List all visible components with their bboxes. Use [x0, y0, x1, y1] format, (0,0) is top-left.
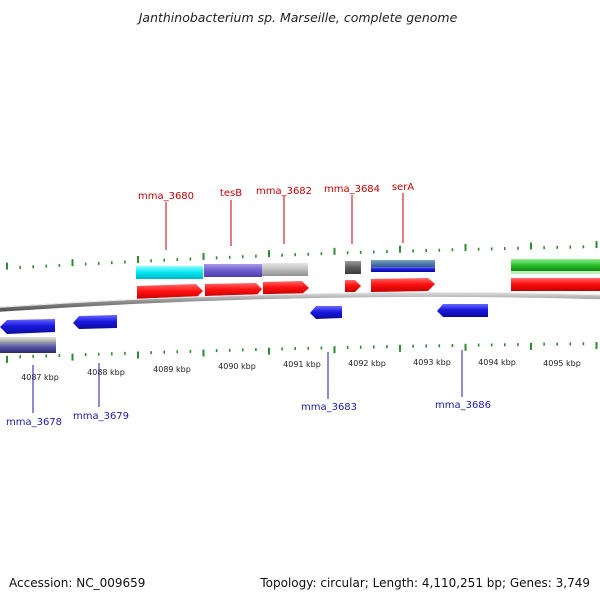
cds-arrow-mma-3678[interactable]: [0, 319, 55, 334]
reverse-cds-track: [0, 304, 488, 334]
accession-text: Accession: NC_009659: [9, 576, 146, 590]
outer-tick-ring: [6, 241, 598, 270]
cds-arrow-mma-3684[interactable]: [345, 280, 361, 292]
reverse-gene-labels: mma_3678 mma_3679 mma_3683 mma_3686: [6, 350, 491, 428]
cds-arrow-mma-3679[interactable]: [73, 315, 117, 329]
tick-label-4091: 4091 kbp: [283, 360, 321, 369]
cds-arrow-sera[interactable]: [371, 278, 435, 292]
tick-label-4087: 4087 kbp: [21, 373, 59, 382]
cog-feature-dark[interactable]: [345, 261, 361, 274]
forward-cds-track: [137, 278, 600, 300]
tick-label-4090: 4090 kbp: [218, 362, 256, 371]
backbone-highlight: [0, 291, 600, 308]
cds-arrow-mma-3680[interactable]: [137, 284, 203, 300]
gene-label-mma-3678[interactable]: mma_3678: [6, 417, 62, 428]
cog-feature-purple[interactable]: [204, 264, 262, 277]
cog-feature-cyan[interactable]: [136, 266, 203, 279]
gene-label-mma-3680[interactable]: mma_3680: [138, 191, 194, 202]
tick-label-4088: 4088 kbp: [87, 368, 125, 377]
cds-arrow-mma-3686[interactable]: [437, 304, 488, 317]
gene-label-mma-3684[interactable]: mma_3684: [324, 184, 380, 195]
genome-summary-text: Topology: circular; Length: 4,110,251 bp…: [260, 576, 590, 590]
cog-feature-green-strip[interactable]: [511, 271, 600, 274]
cog-feature-blue-strip[interactable]: [371, 267, 435, 272]
map-title: Janthinobacterium sp. Marseille, complet…: [136, 10, 458, 25]
cog-feature-green[interactable]: [511, 259, 600, 271]
cds-arrow-mma-3683[interactable]: [310, 306, 342, 319]
cds-arrow-tesb[interactable]: [205, 283, 262, 297]
gene-label-sera[interactable]: serA: [392, 182, 414, 193]
kbp-tick-labels: 4087 kbp 4088 kbp 4089 kbp 4090 kbp 4091…: [21, 358, 581, 382]
cds-arrow-right-edge[interactable]: [511, 278, 600, 291]
forward-gene-labels: mma_3680 tesB mma_3682 mma_3684 serA: [138, 182, 414, 250]
cds-arrow-mma-3682[interactable]: [263, 281, 309, 295]
tick-label-4093: 4093 kbp: [413, 358, 451, 367]
cog-feature-indigo-left[interactable]: [0, 343, 56, 353]
tick-label-4095: 4095 kbp: [543, 359, 581, 368]
cog-feature-track: [0, 259, 600, 353]
gene-label-mma-3683[interactable]: mma_3683: [301, 402, 357, 413]
genome-backbone: [0, 291, 600, 312]
tick-label-4089: 4089 kbp: [153, 365, 191, 374]
gene-label-mma-3679[interactable]: mma_3679: [73, 411, 129, 422]
tick-label-4092: 4092 kbp: [348, 359, 386, 368]
gene-label-mma-3686[interactable]: mma_3686: [435, 400, 491, 411]
cog-feature-silver-left[interactable]: [0, 337, 56, 343]
inner-tick-ring: [6, 342, 598, 363]
tick-label-4094: 4094 kbp: [478, 358, 516, 367]
cog-feature-steel[interactable]: [371, 260, 435, 268]
gene-label-tesb[interactable]: tesB: [220, 188, 242, 199]
cog-feature-silver[interactable]: [262, 263, 308, 276]
gene-label-mma-3682[interactable]: mma_3682: [256, 186, 312, 197]
